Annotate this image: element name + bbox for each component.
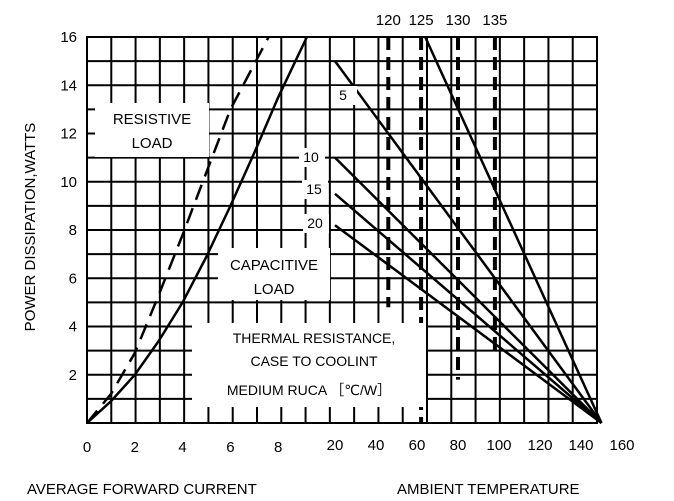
series-line-5: [333, 60, 603, 424]
right-x-tick-label: 60: [409, 437, 426, 454]
left-x-tick-label: 4: [178, 439, 186, 456]
left-x-axis-label: AVERAGE FORWARD CURRENT: [27, 481, 257, 498]
y-tick-label: 2: [69, 367, 77, 384]
series-line-15: [334, 192, 603, 424]
right-x-tick-label: 80: [450, 437, 467, 454]
left-x-tick-label: 8: [274, 439, 282, 456]
series-line-10: [334, 156, 603, 424]
series-label-bg-15: [302, 180, 328, 199]
y-tick-label: 14: [60, 77, 77, 94]
resistive-label-bg: [95, 103, 209, 157]
right-x-tick-label: 100: [486, 437, 511, 454]
thermal-label-line2: CASE TO COOLINT: [250, 353, 378, 369]
right-x-tick-label: 20: [327, 437, 344, 454]
right-x-axis-label: AMBIENT TEMPERATURE: [397, 481, 580, 498]
series-line-capacitive-load: [86, 36, 309, 424]
marker-label-135: 135: [482, 12, 507, 29]
left-x-tick-label: 2: [131, 439, 139, 456]
series-label-20: 20: [307, 215, 323, 231]
capacitive-label-bg: [218, 248, 330, 300]
resistive-label-line1: RESISTIVE: [113, 111, 191, 128]
y-tick-label: 16: [60, 29, 77, 46]
thermal-label-line3: MEDIUM RUCA ［℃/W］: [227, 382, 391, 398]
capacitive-label-line1: CAPACITIVE: [230, 257, 318, 274]
left-x-tick-label: 6: [226, 439, 234, 456]
series-label-15: 15: [306, 181, 322, 197]
thermal-label-bg: [192, 323, 426, 407]
series-label-bg-20: [303, 214, 329, 233]
data-curves: [86, 36, 603, 425]
marker-label-125: 125: [409, 12, 434, 29]
y-tick-label: 12: [60, 126, 77, 143]
annotation-boxes: RESISTIVE LOAD CAPACITIVE LOAD THERMAL RESIS…: [95, 86, 426, 407]
left-x-tick-label: 0: [83, 439, 91, 456]
y-tick-label: 6: [69, 270, 77, 287]
right-x-tick-label: 160: [609, 437, 634, 454]
y-axis-label: POWER DISSIPATION,WATTS: [22, 123, 39, 332]
marker-label-130: 130: [445, 12, 470, 29]
right-x-tick-label: 120: [527, 437, 552, 454]
series-line-unlabeled-6: [424, 36, 603, 424]
y-tick-label: 10: [60, 174, 77, 191]
series-label-bg-10: [299, 148, 325, 167]
y-tick-label: 8: [69, 222, 77, 239]
y-tick-label: 4: [69, 319, 77, 336]
series-label-10: 10: [303, 149, 319, 165]
series-line-20: [334, 224, 603, 425]
thermal-label-line1: THERMAL RESISTANCE,: [233, 330, 396, 346]
resistive-label-line2: LOAD: [132, 135, 173, 152]
marker-label-120: 120: [376, 12, 401, 29]
series-line-resistive-load: [86, 36, 270, 424]
right-x-tick-label: 140: [568, 437, 593, 454]
capacitive-label-line2: LOAD: [254, 281, 295, 298]
series-label-bg-5: [331, 86, 357, 105]
series-label-5: 5: [339, 87, 347, 103]
right-x-tick-label: 40: [368, 437, 385, 454]
